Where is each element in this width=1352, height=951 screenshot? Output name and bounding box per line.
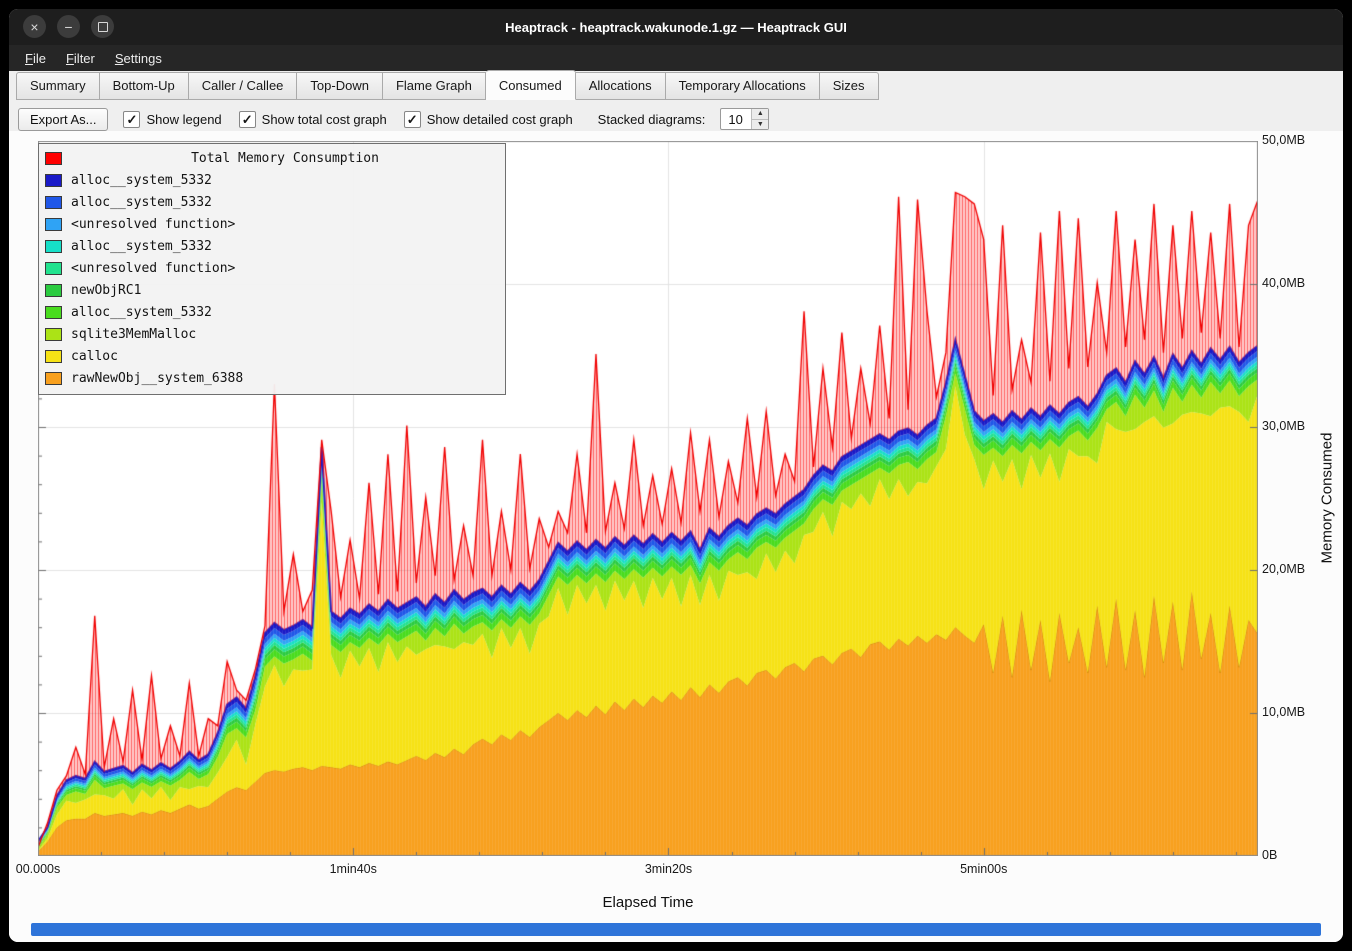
tab-sizes[interactable]: Sizes	[819, 72, 879, 100]
x-tick-label: 5min00s	[960, 862, 1008, 876]
y-axis-title: Memory Consumed	[1318, 432, 1336, 564]
legend-swatch	[45, 261, 62, 275]
y-tick-label: 40,0MB	[1262, 276, 1306, 290]
legend-item-label: alloc__system_5332	[71, 194, 212, 210]
timeline-scrollbar[interactable]	[31, 923, 1321, 936]
stacked-diagrams-label: Stacked diagrams:	[597, 111, 706, 127]
legend-item: alloc__system_5332	[39, 301, 505, 323]
legend-item: alloc__system_5332	[39, 191, 505, 213]
minimize-button[interactable]: −	[57, 15, 80, 38]
legend-item: calloc	[39, 345, 505, 367]
window-controls: × −	[23, 15, 114, 38]
legend-swatch	[45, 173, 62, 187]
legend-item: sqlite3MemMalloc	[39, 323, 505, 345]
checkbox-label: Show total cost graph	[261, 111, 387, 127]
toolbar: Export As... ✓ Show legend ✓ Show total cos…	[18, 106, 1334, 132]
export-as-button[interactable]: Export As...	[18, 107, 109, 131]
checkbox-group: ✓ Show legend ✓ Show total cost graph ✓ Show …	[123, 110, 573, 128]
menu-label: ilter	[73, 50, 95, 66]
tab-bottom-up[interactable]: Bottom-Up	[99, 72, 189, 100]
legend-item-label: <unresolved function>	[71, 216, 236, 232]
menu-label: ile	[32, 50, 46, 66]
checkbox-box: ✓	[123, 110, 141, 128]
spinner-down-button[interactable]: ▼	[752, 119, 769, 129]
y-tick-label: 0B	[1262, 848, 1278, 862]
legend-swatch	[45, 371, 62, 385]
tab-allocations[interactable]: Allocations	[575, 72, 666, 100]
legend-swatch	[45, 283, 62, 297]
menu-label: ettings	[123, 50, 162, 66]
stacked-diagrams-value: 10	[728, 112, 743, 127]
checkbox-box: ✓	[403, 110, 421, 128]
legend-title-swatch	[45, 151, 62, 165]
tab-consumed[interactable]: Consumed	[485, 70, 576, 100]
legend-title-row: Total Memory Consumption	[39, 147, 505, 169]
legend-item: <unresolved function>	[39, 213, 505, 235]
spinner-buttons: ▲ ▼	[751, 109, 769, 129]
checkbox-box: ✓	[238, 110, 256, 128]
tab-flame-graph[interactable]: Flame Graph	[382, 72, 486, 100]
minimize-icon: −	[64, 18, 73, 35]
chart-area: Total Memory Consumption alloc__system_53…	[9, 131, 1343, 942]
tab-top-down[interactable]: Top-Down	[297, 72, 383, 100]
tab-temporary-allocations[interactable]: Temporary Allocations	[665, 72, 820, 100]
checkbox-show-detailed-cost-graph[interactable]: ✓ Show detailed cost graph	[403, 110, 573, 128]
legend-item-label: calloc	[71, 348, 118, 364]
checkbox-show-legend[interactable]: ✓ Show legend	[123, 110, 222, 128]
legend-item: <unresolved function>	[39, 257, 505, 279]
legend-item-label: rawNewObj__system_6388	[71, 370, 244, 386]
legend-title: Total Memory Consumption	[191, 150, 379, 166]
legend-swatch	[45, 305, 62, 319]
arrow-down-icon: ▼	[756, 120, 764, 128]
checkbox-show-total-cost-graph[interactable]: ✓ Show total cost graph	[238, 110, 387, 128]
legend-item-label: alloc__system_5332	[71, 238, 212, 254]
menu-accel: F	[25, 50, 33, 66]
legend-item: alloc__system_5332	[39, 169, 505, 191]
y-tick-label: 30,0MB	[1262, 419, 1306, 433]
tab-bar: Summary Bottom-Up Caller / Callee Top-Down F…	[16, 70, 1336, 100]
legend-item: alloc__system_5332	[39, 235, 505, 257]
x-axis-title: Elapsed Time	[602, 894, 694, 911]
x-tick-label: 00.000s	[15, 862, 61, 876]
legend-item-label: <unresolved function>	[71, 260, 236, 276]
close-button[interactable]: ×	[23, 15, 46, 38]
y-tick-label: 10,0MB	[1262, 705, 1306, 719]
legend-item: rawNewObj__system_6388	[39, 367, 505, 389]
menu-settings[interactable]: Settings	[105, 48, 172, 69]
legend-item-label: sqlite3MemMalloc	[71, 326, 197, 342]
menu-filter[interactable]: Filter	[56, 48, 105, 69]
legend-swatch	[45, 327, 62, 341]
tab-caller-callee[interactable]: Caller / Callee	[188, 72, 298, 100]
menu-accel: F	[65, 50, 74, 66]
legend-swatch	[45, 239, 62, 253]
tab-summary[interactable]: Summary	[16, 72, 100, 100]
x-tick-label: 1min40s	[329, 862, 377, 876]
legend-item-label: newObjRC1	[71, 282, 142, 298]
titlebar: × − Heaptrack - heaptrack.wakunode.1.gz …	[9, 9, 1343, 45]
chart-legend: Total Memory Consumption alloc__system_53…	[38, 143, 506, 395]
heaptrack-window: × − Heaptrack - heaptrack.wakunode.1.gz …	[9, 9, 1343, 942]
close-icon: ×	[30, 18, 39, 35]
legend-swatch	[45, 217, 62, 231]
checkbox-label: Show detailed cost graph	[426, 111, 573, 127]
maximize-icon	[97, 21, 108, 32]
checkbox-label: Show legend	[146, 111, 222, 127]
maximize-button[interactable]	[91, 15, 114, 38]
arrow-up-icon: ▲	[756, 110, 764, 118]
stacked-diagrams-spinner[interactable]: 10 ▲ ▼	[720, 108, 770, 130]
legend-swatch	[45, 349, 62, 363]
menu-accel: S	[114, 50, 124, 66]
legend-item-label: alloc__system_5332	[71, 304, 212, 320]
x-tick-label: 3min20s	[644, 862, 693, 876]
menu-file[interactable]: File	[15, 48, 56, 69]
y-tick-label: 20,0MB	[1262, 562, 1306, 576]
window-title: Heaptrack - heaptrack.wakunode.1.gz — He…	[505, 19, 847, 35]
spinner-up-button[interactable]: ▲	[752, 109, 769, 120]
legend-item: newObjRC1	[39, 279, 505, 301]
menubar: File Filter Settings	[9, 45, 1343, 71]
y-tick-label: 50,0MB	[1262, 133, 1306, 147]
legend-swatch	[45, 195, 62, 209]
legend-item-label: alloc__system_5332	[71, 172, 212, 188]
